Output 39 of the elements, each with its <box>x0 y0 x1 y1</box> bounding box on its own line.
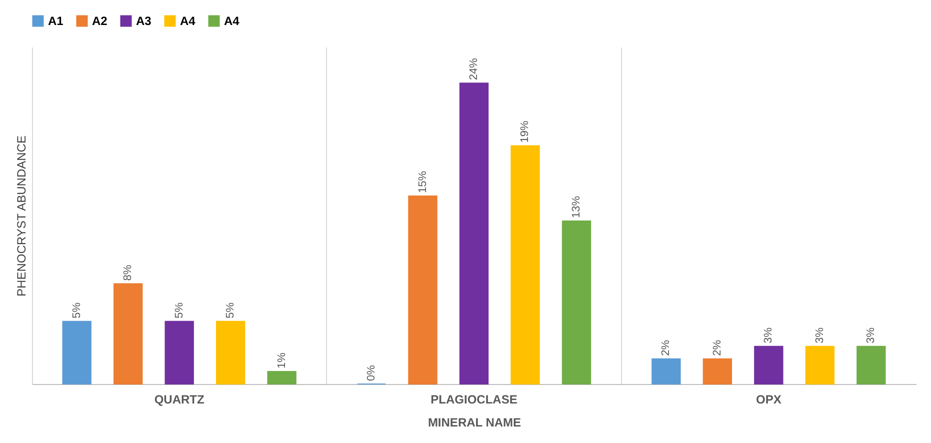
data-label: 3% <box>865 327 878 344</box>
data-label: 2% <box>660 340 672 356</box>
data-label: 15% <box>416 170 429 193</box>
bar <box>216 320 246 384</box>
bar <box>164 320 194 384</box>
bar <box>408 195 438 384</box>
y-axis-title: PHENOCRYST ABUNDANCE <box>14 136 28 296</box>
data-label: 5% <box>224 302 237 318</box>
legend-label: A4 <box>180 14 196 28</box>
bar <box>856 346 886 384</box>
x-axis-title: MINERAL NAME <box>428 416 522 430</box>
bar <box>754 346 784 384</box>
bar <box>702 358 732 384</box>
data-label: 0% <box>366 364 378 381</box>
x-tick-label: PLAGIOCLASE <box>430 392 518 406</box>
bar <box>562 220 592 384</box>
data-label: 19% <box>519 120 532 143</box>
legend-label: A1 <box>48 14 64 28</box>
x-tick-label: QUARTZ <box>154 392 204 406</box>
bar <box>459 82 489 384</box>
legend-label: A4 <box>224 14 240 28</box>
data-label: 3% <box>762 327 775 344</box>
data-label: 3% <box>814 327 826 344</box>
data-label: 24% <box>468 58 480 80</box>
legend-label: A2 <box>92 14 108 28</box>
data-label: 13% <box>570 196 582 218</box>
data-label: 2% <box>711 340 724 356</box>
bar <box>62 320 92 384</box>
x-tick-label: OPX <box>756 392 782 406</box>
data-label: 5% <box>173 302 186 318</box>
data-label: 1% <box>276 352 288 368</box>
bar <box>805 346 835 384</box>
data-label: 8% <box>122 264 134 281</box>
bar <box>267 370 296 384</box>
bar <box>652 358 681 384</box>
bar <box>510 145 540 384</box>
bar <box>113 283 143 384</box>
legend-label: A3 <box>136 14 152 28</box>
data-label: 5% <box>70 302 83 318</box>
